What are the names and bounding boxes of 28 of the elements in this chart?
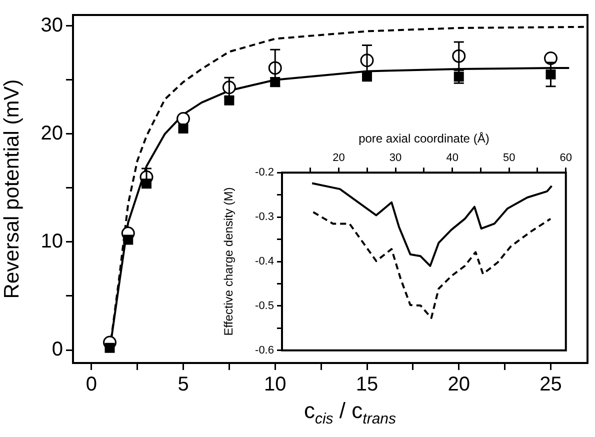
y-tick-label: 0 — [52, 338, 63, 361]
x-tick-label: 20 — [332, 152, 345, 164]
x-tick-label: 0 — [86, 374, 97, 396]
x-tick-label: 50 — [502, 152, 516, 164]
y-tick-label: -0.3 — [255, 211, 274, 224]
y-tick-label: -0.5 — [255, 300, 274, 312]
y-tick-label: 30 — [40, 14, 63, 36]
y-tick-label: -0.4 — [255, 256, 274, 268]
point — [176, 112, 190, 126]
x-tick-label: 15 — [356, 374, 378, 396]
point — [123, 234, 134, 245]
point — [104, 342, 115, 353]
line-series — [312, 211, 552, 319]
x-tick-label: 60 — [560, 152, 572, 164]
y-tick-label: 10 — [40, 230, 63, 252]
x-tick-label: 20 — [448, 374, 470, 396]
y-tick-label: -0.6 — [255, 344, 274, 356]
x-axis-title: c$_{cis}$ / c$_{trans}$ — [302, 398, 398, 428]
y-axis-title: Reversal potential (mV) — [0, 79, 24, 299]
x-axis-title: pore axial coordinate (Å) — [358, 132, 490, 146]
x-tick-label: 25 — [540, 374, 562, 396]
y-tick-label: 20 — [40, 122, 63, 144]
point — [178, 123, 188, 134]
x-tick-label: 40 — [446, 152, 458, 164]
y-axis-title: Effective charge density (M) — [222, 187, 236, 336]
x-tick-label: 30 — [389, 152, 402, 164]
y-tick-label: -0.2 — [255, 166, 274, 179]
x-tick-label: 5 — [178, 374, 189, 396]
